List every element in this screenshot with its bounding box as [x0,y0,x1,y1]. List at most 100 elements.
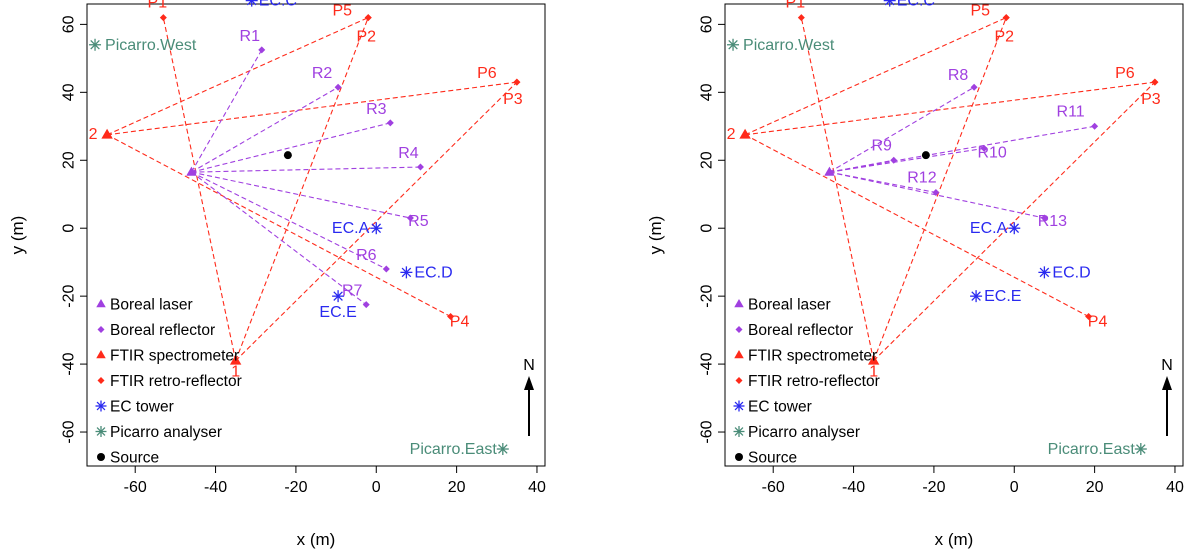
legend-marker [97,326,105,333]
ftir-path [162,17,237,361]
ftir-reflector: P3 [1141,78,1161,108]
legend: Boreal laser Boreal reflector FTIR spectro… [95,297,242,467]
ec-tower-label: EC.D [414,264,452,281]
boreal-reflector: R8 [948,67,978,91]
ftir-reflector-label: P1 [148,0,168,12]
boreal-reflector-marker [416,163,424,171]
legend-marker [734,350,744,359]
boreal-reflector-label: R2 [312,65,333,82]
x-tick-label: 40 [1166,479,1184,496]
x-tick-label: -20 [922,479,945,496]
ftir-reflector-marker [1151,78,1159,86]
boreal-paths [190,49,421,306]
ec-tower-label: EC.A [970,220,1008,237]
boreal-reflector-label: R4 [398,145,419,162]
boreal-laser-marker [824,166,835,176]
ftir-spectrometer-label: 1 [869,364,878,381]
boreal-reflector-label: R1 [240,28,261,45]
boreal-reflector-label: R10 [977,144,1006,161]
picarro-label: Picarro.East [410,441,498,458]
ec-tower: EC.D [400,264,453,281]
ftir-path [106,134,451,318]
ftir-spectrometer-marker [101,128,113,139]
ec-tower-marker [1038,266,1051,279]
ftir-reflector: P2 [356,14,376,46]
ftir-reflector-marker [1002,14,1010,22]
legend-entry: Boreal reflector [97,322,215,339]
boreal-reflector: R7 [342,283,370,309]
ec-tower-marker [400,266,413,279]
legend-marker [96,299,106,308]
x-axis: -60 -40 -20 0 20 40 x (m) [124,466,546,549]
picarro-analyser: Picarro.West [727,37,835,54]
x-tick-label: -40 [204,479,227,496]
legend-marker [95,400,107,412]
panel-1: -60 -40 -20 0 20 40 x (m) -60 -40 -20 0 20 40 60 y (m)… [8,0,546,549]
north-arrow-head [1162,376,1172,390]
boreal-reflector: R2 [312,65,342,91]
legend-entry: Boreal reflector [735,322,853,339]
x-tick-label: 20 [1086,479,1104,496]
legend-label: Picarro analyser [110,424,222,441]
ftir-reflector-label: P1 [786,0,806,12]
legend-entry: Boreal laser [734,297,831,314]
plot-frame [86,3,546,467]
north-label: N [1161,357,1173,374]
ec-tower-label: EC.C [259,0,297,10]
ec-tower: EC.A [332,220,383,237]
boreal-reflector-label: R5 [408,213,429,230]
ftir-path [873,17,1007,361]
boreal-reflector: R12 [907,170,940,197]
boreal-reflector: R1 [240,28,266,54]
ftir-reflector-marker [447,313,455,321]
y-tick-label: -20 [699,284,716,307]
boreal-path [191,171,367,306]
ec-tower-marker [883,0,896,7]
legend-marker [735,377,743,384]
x-tick-label: 0 [372,479,381,496]
legend-marker [96,350,106,359]
boreal-path [829,171,1045,219]
north-label: N [523,357,535,374]
north-arrow: N [523,357,535,436]
picarro-marker [496,443,509,456]
y-tick-label: -60 [61,420,78,443]
x-tick-label: 0 [1010,479,1019,496]
y-axis-label: y (m) [8,216,27,255]
legend-entry: Boreal laser [96,297,193,314]
ftir-reflector-marker [159,14,167,22]
ftir-path [745,81,1155,136]
ftir-reflector-label: P3 [503,91,523,108]
boreal-reflector: R6 [356,247,390,273]
boreal-reflector-label: R7 [342,283,363,300]
boreal-reflector-marker [1091,122,1099,130]
ec-tower-marker [332,290,345,303]
ftir-path [744,134,1089,318]
x-tick-label: -40 [842,479,865,496]
x-axis: -60 -40 -20 0 20 40 x (m) [762,466,1184,549]
boreal-reflector-marker [890,156,898,164]
boreal-path [829,125,1095,173]
ec-tower-label: EC.E [319,304,356,321]
ec-tower: EC.D [1038,264,1091,281]
picarro-analyser: Picarro.West [89,37,197,54]
boreal-reflector-marker [382,265,390,273]
ftir-spectrometer-label: 2 [727,126,736,143]
ftir-reflector-label: P2 [994,29,1014,46]
boreal-reflector-marker [362,301,370,309]
picarro-marker [727,38,740,51]
picarro-analyser: Picarro.East [1048,441,1147,458]
ftir-reflector-label: P3 [1141,91,1161,108]
y-tick-label: 0 [61,224,78,233]
ec-tower-marker [245,0,258,7]
legend-marker [97,377,105,384]
boreal-reflector-marker [970,83,978,91]
ftir-spectrometer: 2 [89,126,113,143]
legend-label: Boreal laser [110,297,193,314]
legend-entry: FTIR spectrometer [96,348,239,365]
boreal-reflector-label: R6 [356,247,377,264]
boreal-reflector: R10 [977,144,1006,161]
picarro-analyser: Picarro.East [410,441,509,458]
ftir-path [873,81,1156,362]
ec-tower-marker [1008,222,1021,235]
